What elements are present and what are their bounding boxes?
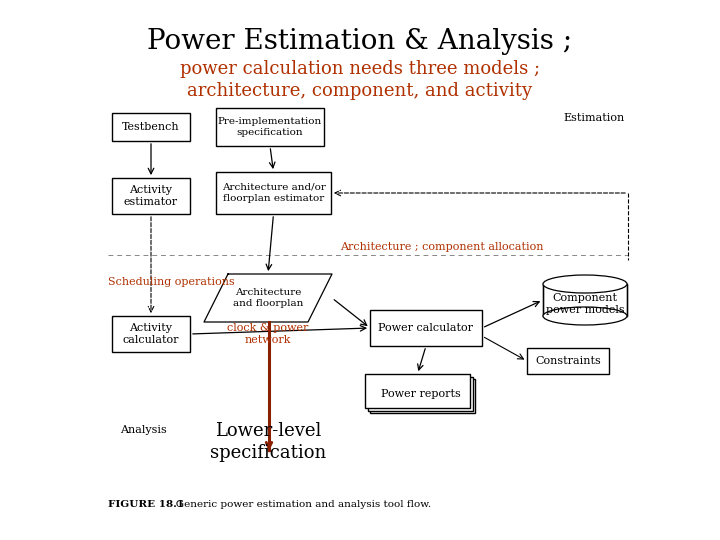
Text: Testbench: Testbench (122, 122, 180, 132)
Text: Power calculator: Power calculator (379, 323, 474, 333)
Bar (365, 374, 470, 408)
Ellipse shape (543, 307, 627, 325)
Text: Component
power models: Component power models (546, 293, 624, 315)
Text: Power reports: Power reports (381, 389, 460, 399)
Bar (216, 108, 324, 146)
Text: clock & power
network: clock & power network (228, 323, 309, 346)
Text: Activity
estimator: Activity estimator (124, 185, 178, 207)
Polygon shape (204, 274, 332, 322)
Ellipse shape (543, 275, 627, 293)
Text: Activity
calculator: Activity calculator (122, 323, 179, 345)
Bar (112, 113, 190, 141)
Bar (543, 284, 627, 316)
Bar (370, 310, 482, 346)
Text: Scheduling operations: Scheduling operations (108, 277, 235, 287)
Text: Architecture ; component allocation: Architecture ; component allocation (340, 242, 544, 252)
Bar (368, 377, 473, 411)
Bar (216, 172, 331, 214)
Bar (370, 379, 475, 413)
Bar (112, 178, 190, 214)
Text: Analysis: Analysis (120, 425, 166, 435)
Text: Estimation: Estimation (563, 113, 624, 123)
Text: Constraints: Constraints (535, 356, 601, 366)
Bar (112, 316, 190, 352)
Text: Architecture
and floorplan: Architecture and floorplan (233, 288, 303, 308)
Bar (527, 348, 609, 374)
Text: Power Estimation & Analysis ;: Power Estimation & Analysis ; (148, 28, 572, 55)
Text: FIGURE 18.1: FIGURE 18.1 (108, 500, 184, 509)
Text: Architecture and/or
floorplan estimator: Architecture and/or floorplan estimator (222, 183, 325, 203)
Text: Generic power estimation and analysis tool flow.: Generic power estimation and analysis to… (166, 500, 431, 509)
Text: Lower-level
specification: Lower-level specification (210, 422, 326, 462)
Text: Pre-implementation
specification: Pre-implementation specification (218, 117, 322, 137)
Text: architecture, component, and activity: architecture, component, and activity (187, 82, 533, 100)
Text: power calculation needs three models ;: power calculation needs three models ; (180, 60, 540, 78)
